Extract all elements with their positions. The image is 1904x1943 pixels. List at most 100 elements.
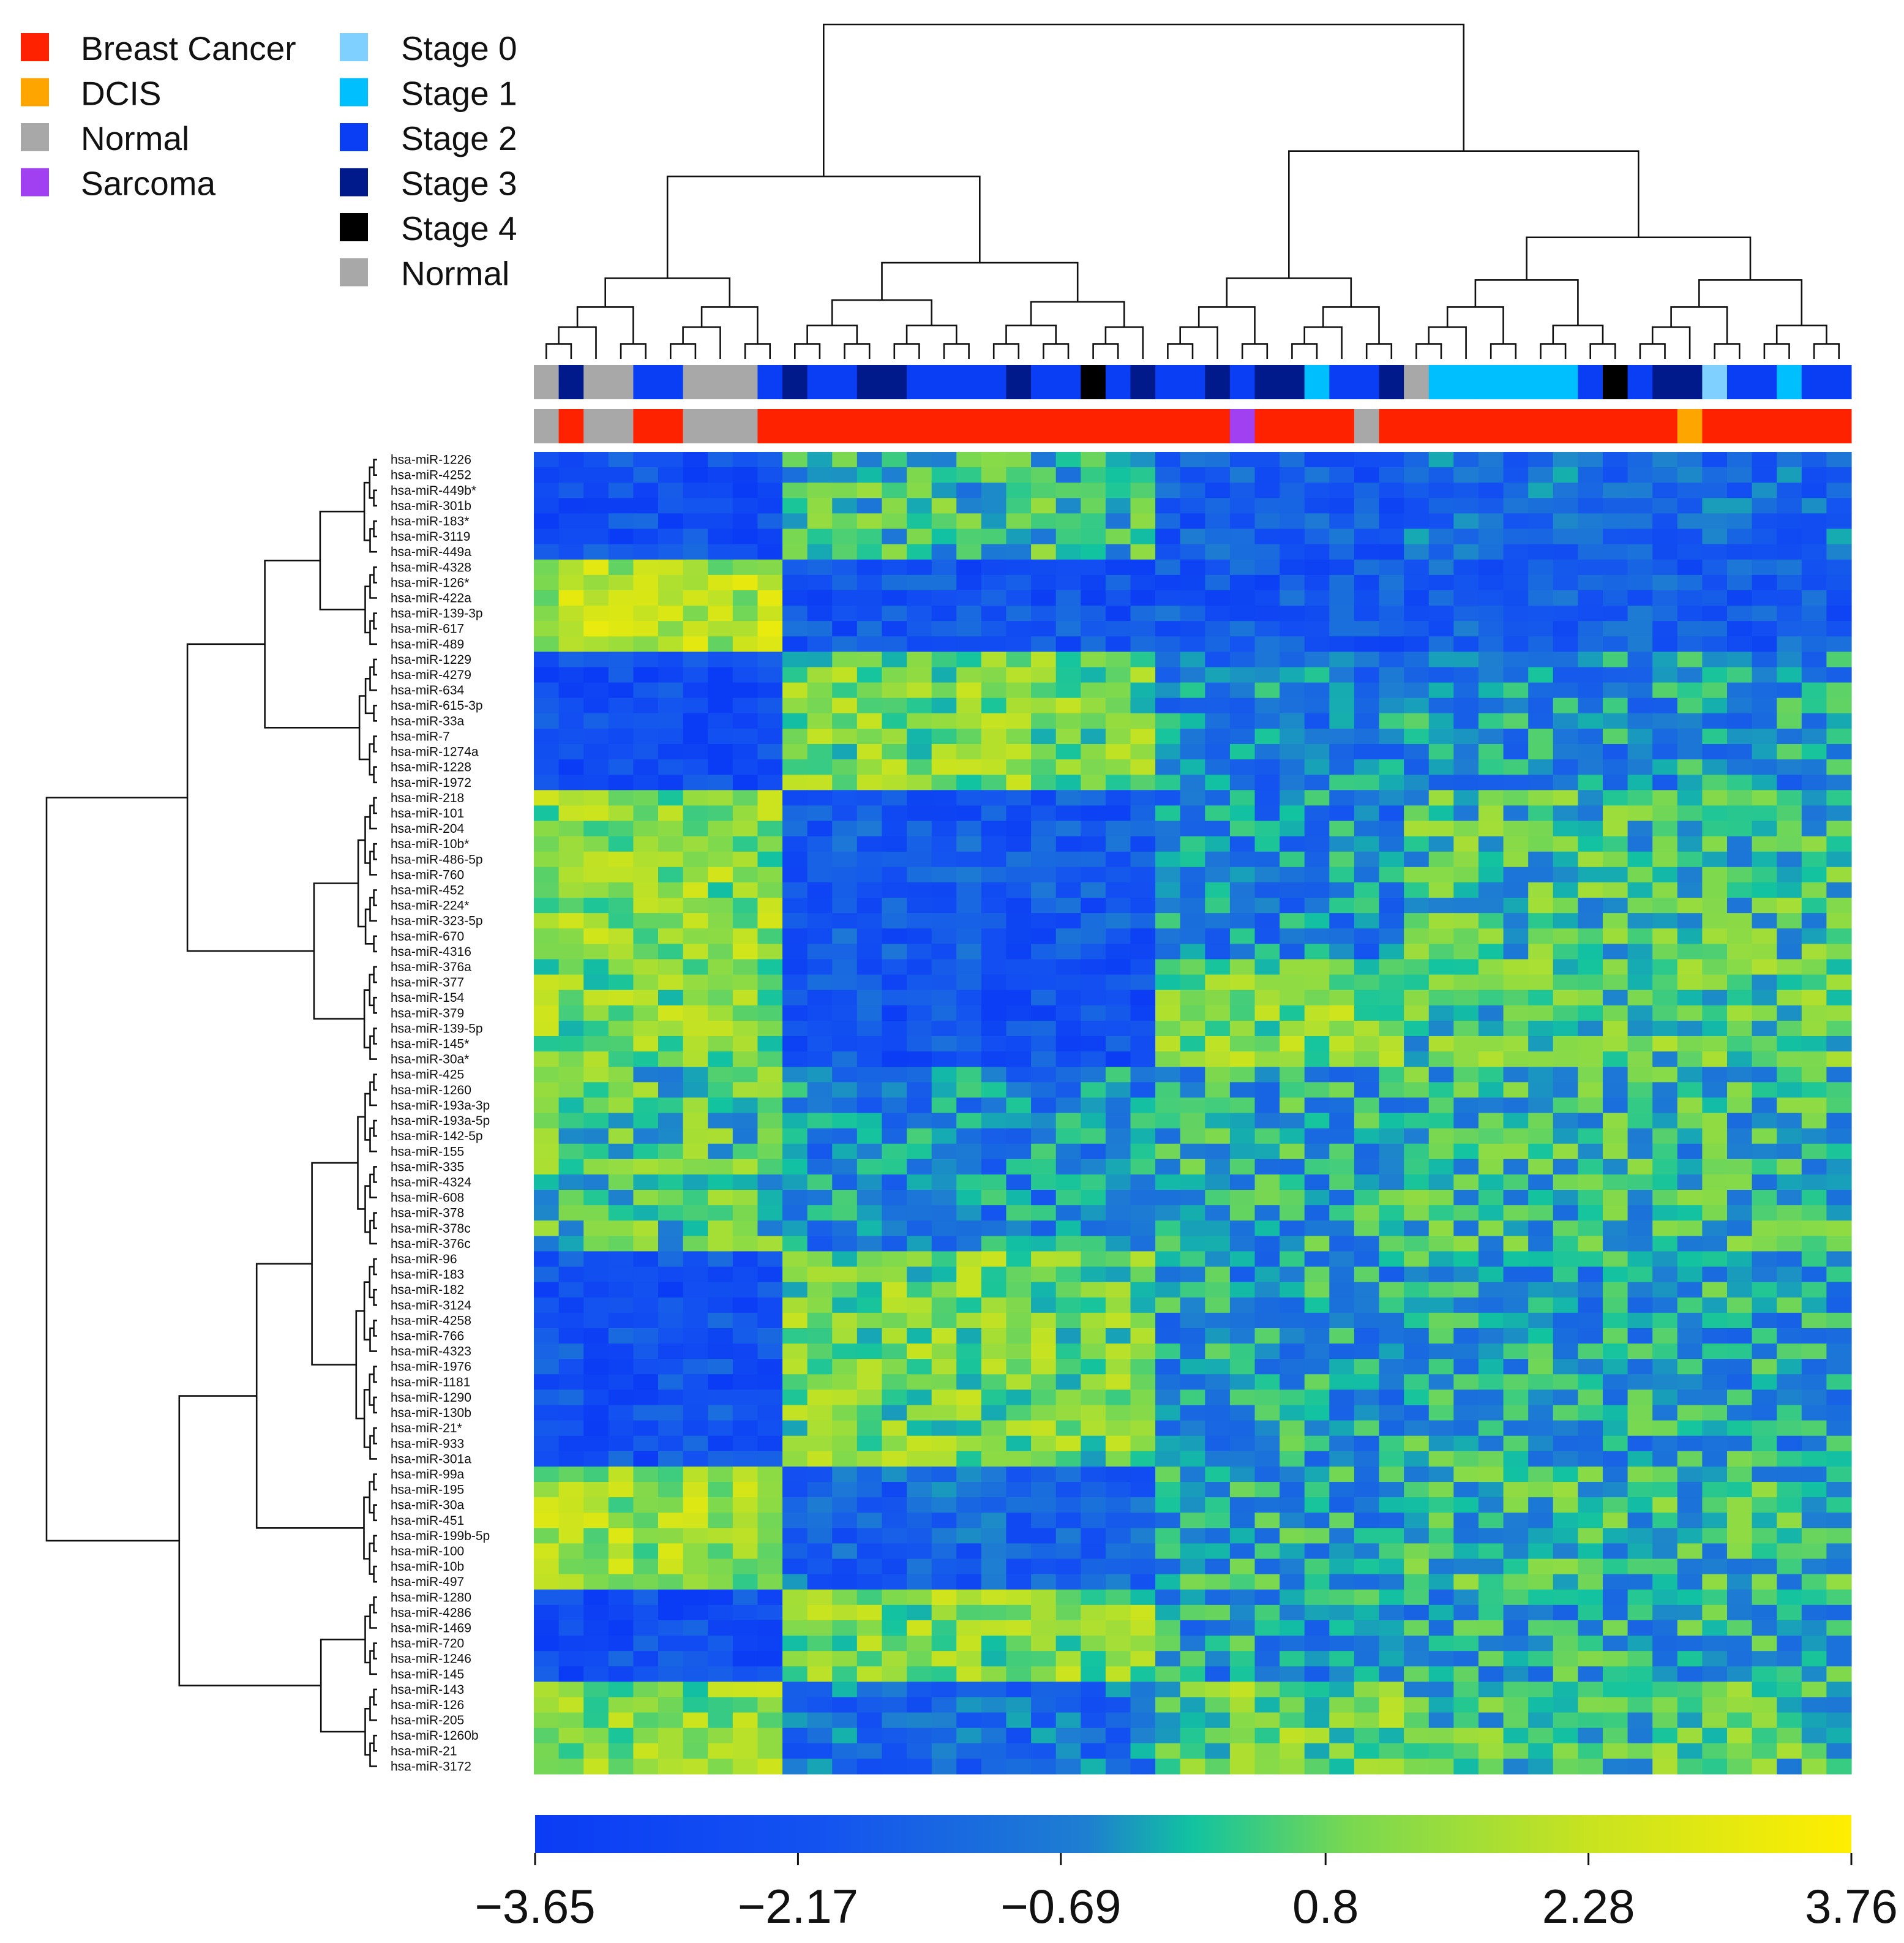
cell-r82-c9 <box>757 1712 783 1729</box>
cell-r34-c14 <box>882 974 907 991</box>
cell-r78-c33 <box>1354 1651 1380 1667</box>
cell-r9-c31 <box>1304 590 1330 606</box>
row-branch-84 <box>45 797 188 1542</box>
cell-r42-c27 <box>1205 1097 1231 1114</box>
legend-swatch-tissue-type-sarcoma <box>21 168 49 197</box>
cell-r16-c14 <box>882 697 907 714</box>
cell-r44-c44 <box>1627 1128 1653 1144</box>
cell-r45-c43 <box>1602 1143 1629 1160</box>
cell-r64-c43 <box>1602 1435 1629 1452</box>
cell-r60-c46 <box>1677 1374 1703 1390</box>
cell-r42-c46 <box>1677 1097 1703 1114</box>
cell-r7-c28 <box>1229 559 1256 576</box>
row-branch-16 <box>373 735 377 753</box>
cell-r68-c42 <box>1578 1497 1603 1513</box>
cell-r72-c42 <box>1578 1558 1603 1575</box>
cell-r54-c12 <box>832 1282 858 1298</box>
cell-r53-c29 <box>1254 1266 1280 1283</box>
cell-r81-c22 <box>1081 1697 1106 1713</box>
cell-r41-c18 <box>981 1082 1007 1098</box>
cell-r47-c25 <box>1155 1174 1181 1190</box>
cell-r7-c38 <box>1478 559 1504 576</box>
row-branch-53 <box>373 1320 377 1337</box>
cell-r77-c38 <box>1478 1636 1504 1652</box>
cell-r27-c6 <box>683 866 708 883</box>
cell-r23-c12 <box>832 805 858 822</box>
cell-r58-c25 <box>1155 1344 1181 1359</box>
cell-r1-c21 <box>1055 467 1081 483</box>
cell-r82-c2 <box>583 1712 609 1729</box>
legend-swatch-stage-stage-4 <box>340 213 368 241</box>
cell-r65-c51 <box>1801 1451 1827 1467</box>
cell-r70-c20 <box>1031 1528 1057 1544</box>
cell-r34-c17 <box>956 974 982 991</box>
cell-r57-c30 <box>1280 1328 1305 1344</box>
cell-r54-c31 <box>1304 1282 1330 1298</box>
cell-r7-c19 <box>1006 559 1032 576</box>
cell-r51-c48 <box>1726 1236 1753 1252</box>
cell-r81-c34 <box>1379 1697 1404 1713</box>
cell-r34-c12 <box>832 974 858 991</box>
cell-r72-c52 <box>1826 1558 1852 1575</box>
cell-r53-c25 <box>1155 1266 1181 1283</box>
cell-r2-c29 <box>1254 483 1280 498</box>
cell-r84-c6 <box>683 1743 708 1759</box>
cell-r84-c5 <box>658 1743 684 1759</box>
cell-r2-c49 <box>1752 483 1777 498</box>
cell-r27-c41 <box>1553 866 1578 883</box>
cell-r41-c51 <box>1801 1082 1827 1098</box>
cell-r83-c2 <box>583 1727 609 1744</box>
cell-r27-c12 <box>832 866 858 883</box>
cell-r63-c42 <box>1578 1420 1603 1437</box>
cell-r75-c14 <box>882 1604 907 1621</box>
cell-r25-c44 <box>1627 836 1653 852</box>
cell-r2-c24 <box>1130 483 1156 498</box>
cell-r74-c31 <box>1304 1589 1330 1606</box>
cell-r17-c31 <box>1304 713 1330 729</box>
cell-r73-c0 <box>534 1574 560 1590</box>
stage-cell-22 <box>1081 365 1106 399</box>
cell-r68-c16 <box>931 1497 957 1513</box>
cell-r27-c4 <box>633 866 659 883</box>
cell-r78-c2 <box>583 1651 609 1667</box>
cell-r17-c0 <box>534 713 560 729</box>
cell-r57-c24 <box>1130 1328 1156 1344</box>
cell-r66-c36 <box>1428 1466 1454 1483</box>
cell-r0-c28 <box>1229 452 1256 468</box>
cell-r33-c29 <box>1254 959 1280 975</box>
cell-r23-c17 <box>956 805 982 822</box>
cell-r78-c37 <box>1453 1651 1479 1667</box>
cell-r11-c8 <box>732 621 759 637</box>
cell-r16-c40 <box>1528 697 1554 714</box>
cell-r40-c26 <box>1180 1067 1205 1083</box>
cell-r31-c49 <box>1752 928 1777 944</box>
cell-r35-c27 <box>1205 990 1231 1006</box>
cell-r71-c33 <box>1354 1543 1380 1560</box>
cell-r47-c11 <box>807 1174 833 1190</box>
cell-r41-c52 <box>1826 1082 1852 1098</box>
cell-r34-c31 <box>1304 974 1330 991</box>
cell-r73-c13 <box>856 1574 883 1590</box>
cell-r66-c45 <box>1652 1466 1678 1483</box>
cell-r52-c31 <box>1304 1251 1330 1268</box>
cell-r62-c42 <box>1578 1405 1603 1421</box>
cell-r33-c46 <box>1677 959 1703 975</box>
cell-r6-c22 <box>1081 544 1106 560</box>
cell-r44-c52 <box>1826 1128 1852 1144</box>
cell-r16-c22 <box>1081 697 1106 714</box>
cell-r59-c20 <box>1031 1359 1057 1375</box>
cell-r13-c3 <box>608 652 634 668</box>
cell-r63-c26 <box>1180 1420 1205 1437</box>
cell-r10-c43 <box>1602 606 1629 622</box>
cell-r24-c14 <box>882 821 907 837</box>
stage-cell-7 <box>708 365 733 399</box>
cell-r33-c35 <box>1404 959 1430 975</box>
cell-r1-c43 <box>1602 467 1629 483</box>
cell-r23-c0 <box>534 805 560 822</box>
cell-r81-c30 <box>1280 1697 1305 1713</box>
cell-r0-c25 <box>1155 452 1181 468</box>
cell-r63-c44 <box>1627 1420 1653 1437</box>
cell-r51-c21 <box>1055 1236 1081 1252</box>
cell-r61-c47 <box>1702 1389 1728 1406</box>
cell-r7-c4 <box>633 559 659 576</box>
